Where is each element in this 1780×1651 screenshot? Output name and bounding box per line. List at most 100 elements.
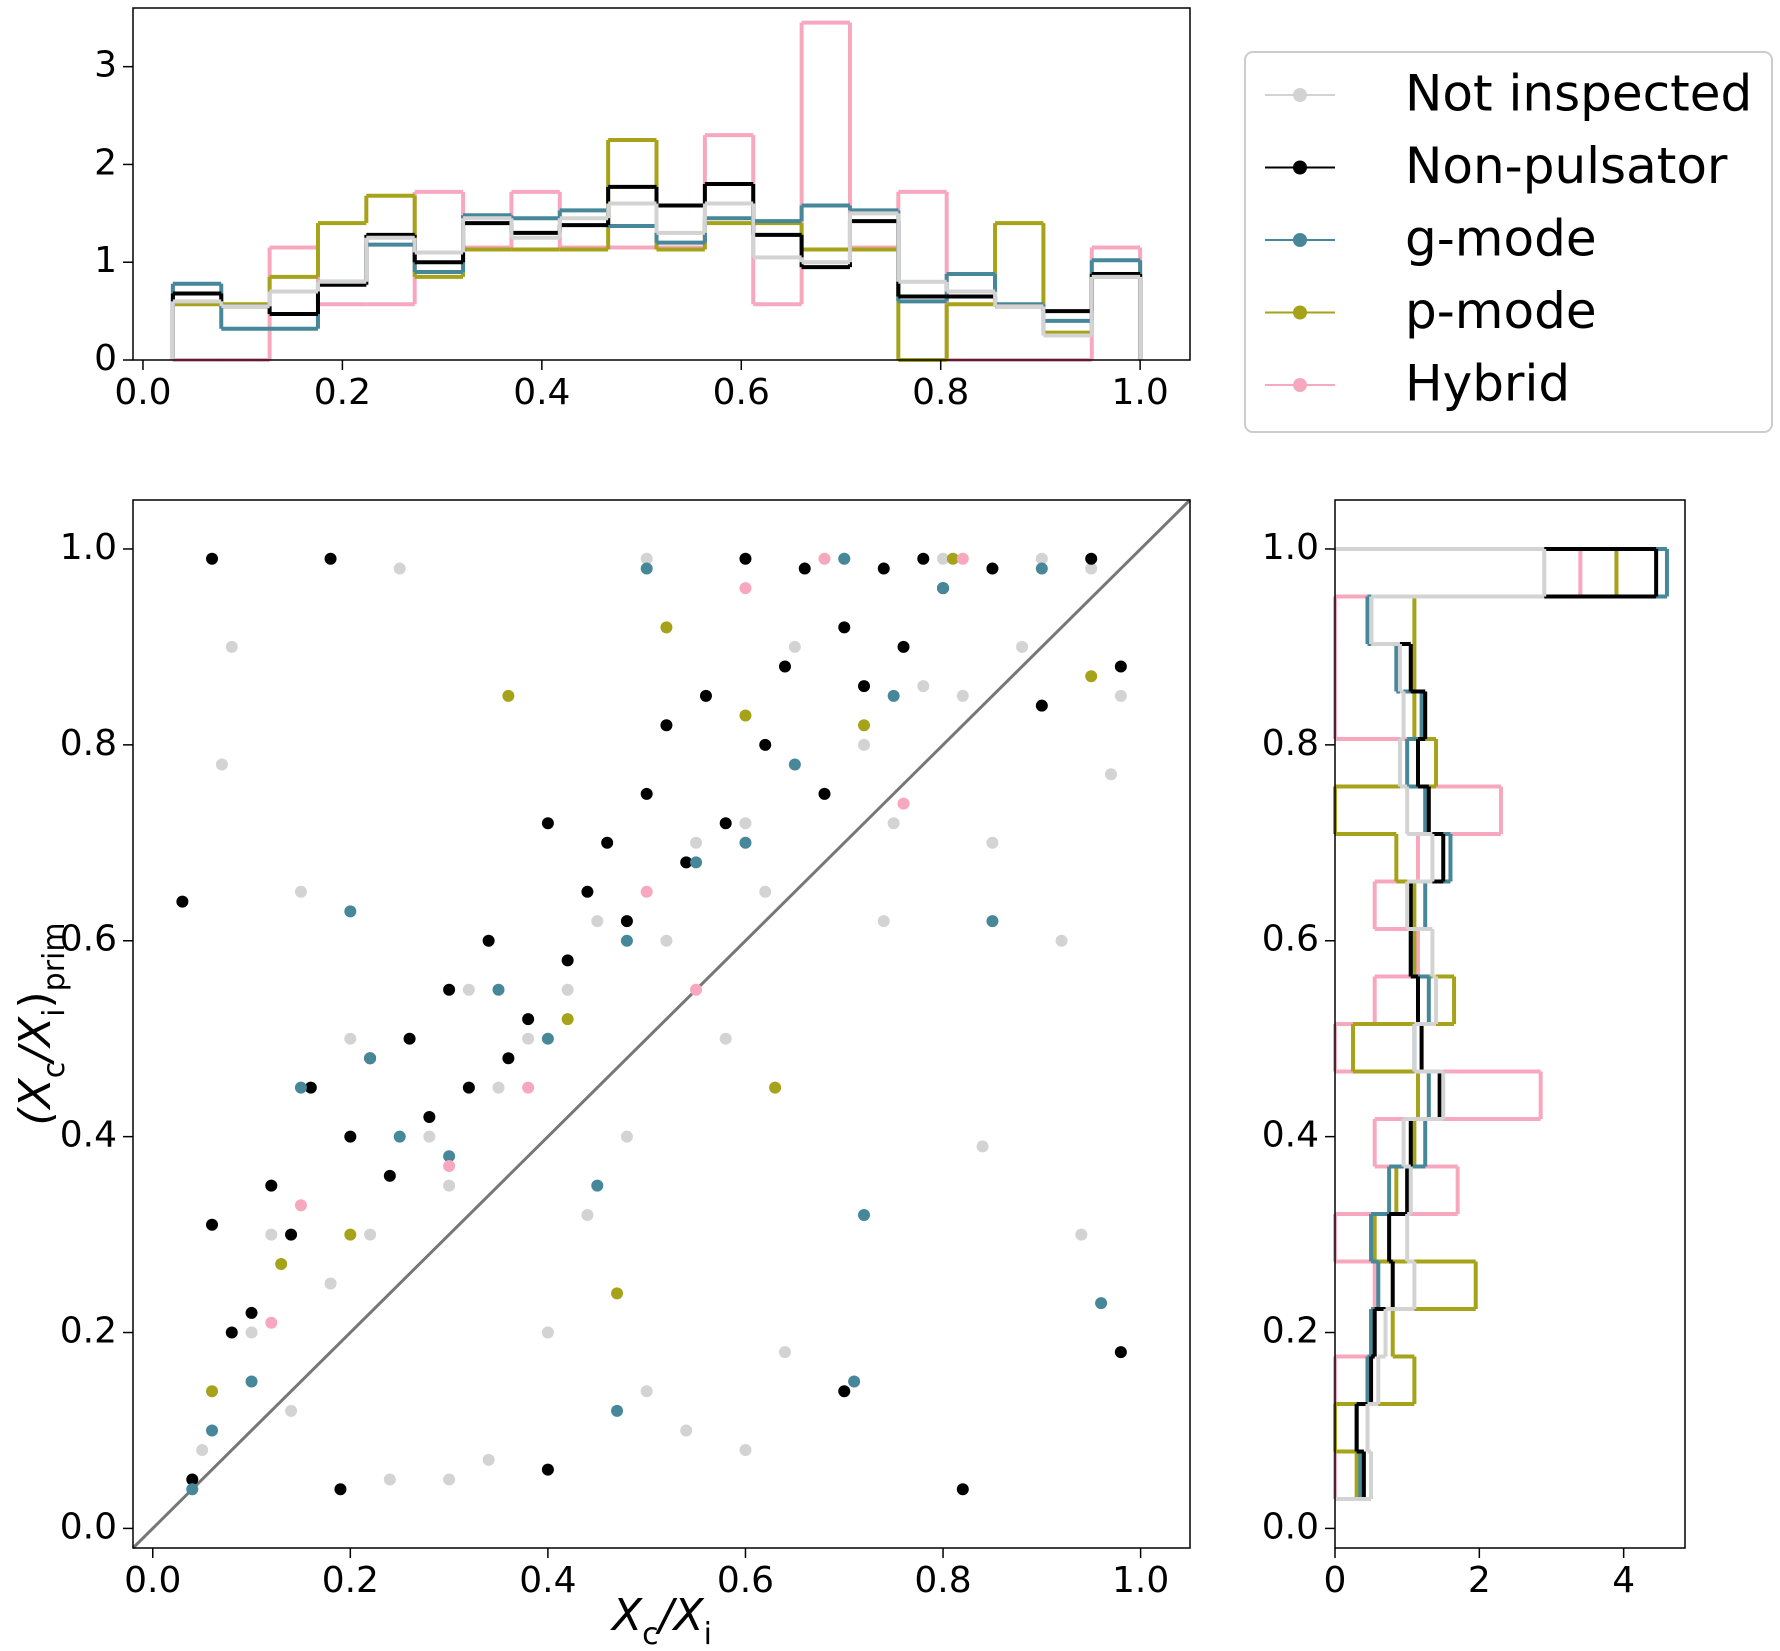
scatter-point [541, 1326, 554, 1339]
scatter-point [324, 552, 337, 565]
scatter-point [937, 552, 950, 565]
scatter-point [285, 1228, 298, 1241]
identity-line [131, 498, 1192, 1550]
y-tick-label: 0.2 [60, 1311, 117, 1352]
scatter-point [334, 1483, 347, 1496]
scatter-point [986, 836, 999, 849]
scatter-point [739, 709, 752, 722]
plot-area [1333, 546, 1669, 1502]
scatter-point [561, 1013, 574, 1026]
y-tick-label: 0 [94, 338, 117, 379]
scatter-point [591, 1179, 604, 1192]
x-tick-label: 4 [1612, 1560, 1635, 1601]
scatter-point [680, 1424, 693, 1437]
scatter-point [601, 836, 614, 849]
scatter-point [620, 934, 633, 947]
x-axis-label: Xc/Xi [610, 1590, 712, 1651]
y-axis-label: (Xc/Xi)prim [10, 922, 72, 1125]
plot-area [170, 20, 1143, 362]
scatter-point [1075, 1228, 1088, 1241]
scatter-point [561, 983, 574, 996]
scatter-point [294, 1199, 307, 1212]
scatter-point [769, 1081, 782, 1094]
scatter-point [788, 758, 801, 771]
legend-label: g-mode [1405, 210, 1597, 268]
x-tick-label: 0.6 [713, 372, 770, 413]
x-tick-label: 0.2 [314, 372, 371, 413]
scatter-point [206, 1218, 219, 1231]
scatter-point [818, 552, 831, 565]
scatter-point [265, 1179, 278, 1192]
scatter-point [206, 552, 219, 565]
scatter-point [225, 1326, 238, 1339]
legend-label: Hybrid [1405, 355, 1570, 413]
x-tick-label: 1.0 [1112, 372, 1169, 413]
scatter-point [383, 1473, 396, 1486]
scatter-point [838, 552, 851, 565]
legend-marker [1293, 88, 1307, 102]
scatter-point [215, 758, 228, 771]
scatter-point [561, 954, 574, 967]
scatter-point [858, 680, 871, 693]
scatter-point [778, 1346, 791, 1359]
scatter-point [719, 1032, 732, 1045]
scatter-point [522, 1081, 535, 1094]
scatter-point [225, 640, 238, 653]
x-tick-label: 0.8 [914, 1560, 971, 1601]
scatter-point [1016, 640, 1029, 653]
y-tick-label: 3 [94, 45, 117, 86]
scatter-point [877, 562, 890, 575]
scatter-point [778, 660, 791, 673]
scatter-point [541, 1463, 554, 1476]
scatter-point [848, 1375, 861, 1388]
scatter-point [522, 1013, 535, 1026]
y-tick-label: 0.6 [1262, 919, 1319, 960]
scatter-point [858, 1208, 871, 1221]
scatter-point [443, 1179, 456, 1192]
x-tick-label: 0 [1324, 1560, 1347, 1601]
scatter-point [937, 582, 950, 595]
axes-frame [132, 499, 1191, 1549]
scatter-point [986, 915, 999, 928]
scatter-point [294, 885, 307, 898]
scatter-point [1035, 699, 1048, 712]
legend-label: p-mode [1405, 282, 1597, 340]
scatter-point [1085, 562, 1098, 575]
scatter-point [739, 817, 752, 830]
scatter-point [492, 983, 505, 996]
x-tick-label: 0.8 [912, 372, 969, 413]
scatter-point [660, 719, 673, 732]
x-tick-label: 2 [1468, 1560, 1491, 1601]
scatter-point [1055, 934, 1068, 947]
x-tick-label: 0.0 [124, 1560, 181, 1601]
scatter-point [887, 817, 900, 830]
scatter-point [1114, 660, 1127, 673]
y-tick-label: 1 [94, 240, 117, 281]
scatter-point [423, 1130, 436, 1143]
scatter-point [196, 1444, 209, 1457]
scatter-point [403, 1032, 416, 1045]
scatter-point [956, 552, 969, 565]
scatter-point [294, 1081, 307, 1094]
x-tick-label: 0.4 [519, 1560, 576, 1601]
scatter-point [690, 836, 703, 849]
legend-label: Not inspected [1405, 65, 1752, 123]
scatter-point [788, 640, 801, 653]
scatter-point [759, 885, 772, 898]
y-tick-label: 0.8 [1262, 723, 1319, 764]
scatter-point [1104, 768, 1117, 781]
scatter-point [897, 797, 910, 810]
scatter-point [739, 836, 752, 849]
scatter-point [887, 689, 900, 702]
legend-label: Non-pulsator [1405, 137, 1728, 195]
scatter-point [344, 1130, 357, 1143]
scatter-point [285, 1404, 298, 1417]
scatter-point [462, 983, 475, 996]
axes-frame [132, 7, 1191, 361]
scatter-point [1085, 552, 1098, 565]
scatter-point [739, 552, 752, 565]
scatter-point [393, 1130, 406, 1143]
scatter-point [858, 719, 871, 732]
y-tick-label: 0.0 [60, 1506, 117, 1547]
scatter-point [344, 1032, 357, 1045]
